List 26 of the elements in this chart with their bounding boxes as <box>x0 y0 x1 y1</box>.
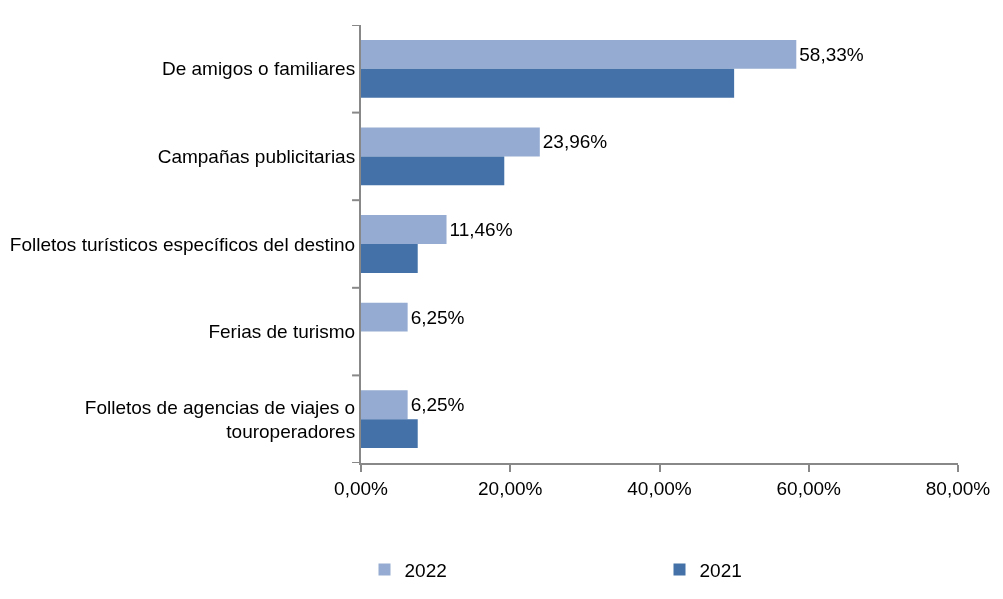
data-label: 6,25% <box>410 394 465 416</box>
bar <box>361 390 408 420</box>
y-tick-label: Campañas publicitarias <box>157 146 356 168</box>
y-tick-label: De amigos o familiares <box>161 58 356 80</box>
legend-label: 2021 <box>699 559 742 581</box>
bar <box>361 215 447 244</box>
bar <box>361 39 797 69</box>
bar <box>361 68 735 98</box>
x-tick-label: 60,00% <box>776 477 842 499</box>
data-label: 58,33% <box>799 43 864 65</box>
y-tick-label: Ferias de turismo <box>208 321 356 343</box>
bar <box>361 244 418 273</box>
bar <box>361 127 540 157</box>
data-label: 6,25% <box>410 306 465 328</box>
y-tick-label: Folletos de agencias de viajes o touroperadores <box>84 396 356 443</box>
x-tick-label: 20,00% <box>478 477 543 499</box>
y-tick-label: Folletos turísticos específicos del destino <box>9 233 356 255</box>
x-tick-label: 80,00% <box>925 477 991 499</box>
data-label: 11,46% <box>449 219 513 241</box>
bar <box>361 302 408 332</box>
bar <box>361 419 418 449</box>
x-tick-label: 0,00% <box>334 477 389 499</box>
legend-label: 2022 <box>404 559 447 581</box>
x-tick-label: 40,00% <box>627 477 692 499</box>
bar <box>361 156 505 186</box>
data-label: 23,96% <box>542 131 608 153</box>
